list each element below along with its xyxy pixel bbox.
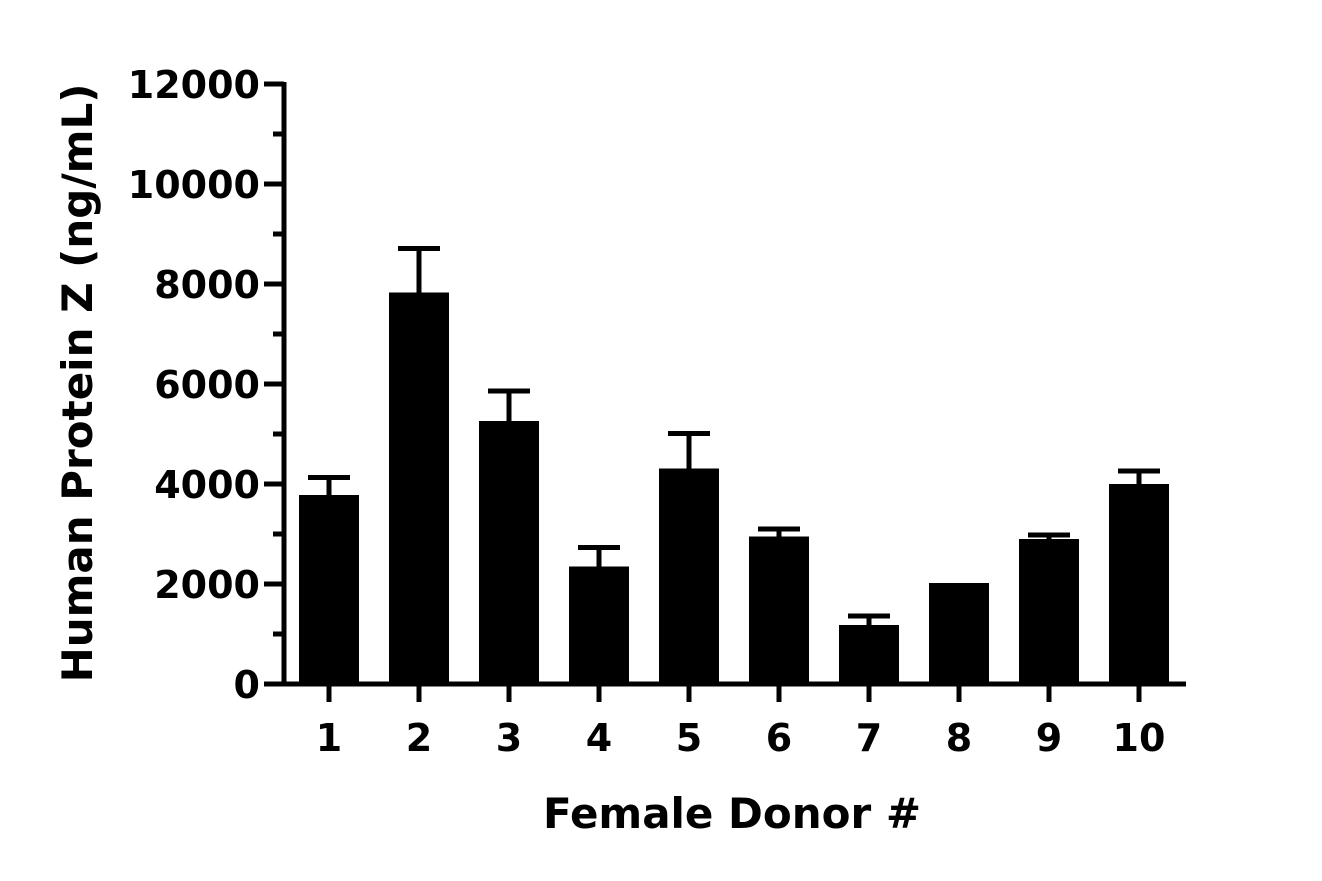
x-tick-label: 3 <box>496 716 522 760</box>
x-tick-label: 2 <box>406 716 432 760</box>
x-tick-label: 5 <box>676 716 702 760</box>
x-tick-label: 7 <box>856 716 882 760</box>
bar-8 <box>929 583 989 684</box>
y-tick-label: 10000 <box>128 163 260 207</box>
bar-4 <box>569 566 629 684</box>
bar-6 <box>749 536 809 684</box>
error-bar-3 <box>488 388 530 421</box>
error-bars-group <box>308 246 1160 625</box>
bar-10 <box>1109 484 1169 684</box>
y-axis-title: Human Protein Z (ng/mL) <box>53 84 102 683</box>
error-bar-9 <box>1028 532 1070 539</box>
y-tick-label: 6000 <box>154 363 260 407</box>
y-tick-label: 4000 <box>154 463 260 507</box>
x-ticks-group: 1 2 3 4 5 6 7 8 9 10 <box>316 684 1166 760</box>
bar-2 <box>389 292 449 684</box>
bar-9 <box>1019 539 1079 684</box>
x-tick-label: 1 <box>316 716 342 760</box>
x-tick-label: 9 <box>1036 716 1062 760</box>
x-tick-label: 8 <box>946 716 972 760</box>
error-bar-7 <box>848 613 890 625</box>
bar-3 <box>479 421 539 684</box>
x-tick-label: 10 <box>1113 716 1166 760</box>
bar-5 <box>659 468 719 684</box>
bar-7 <box>839 625 899 684</box>
error-bar-1 <box>308 475 350 495</box>
y-tick-label: 0 <box>234 663 260 707</box>
y-tick-label: 2000 <box>154 563 260 607</box>
bar-1 <box>299 495 359 684</box>
y-tick-label: 8000 <box>154 263 260 307</box>
x-tick-label: 4 <box>586 716 612 760</box>
error-bar-6 <box>758 526 800 537</box>
x-axis-title: Female Donor # <box>543 789 921 838</box>
x-tick-label: 6 <box>766 716 792 760</box>
bars-group <box>299 292 1169 684</box>
error-bar-2 <box>398 246 440 293</box>
y-tick-label: 12000 <box>128 63 260 107</box>
y-ticks-group: 0 2000 4000 6000 8000 10000 12000 <box>128 63 284 707</box>
error-bar-5 <box>668 431 710 469</box>
error-bar-10 <box>1118 468 1160 484</box>
error-bar-4 <box>578 545 620 567</box>
